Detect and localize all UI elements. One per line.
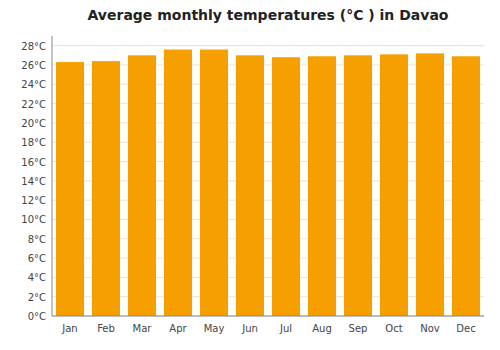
grid	[52, 46, 484, 316]
bar	[452, 56, 480, 316]
x-tick-label: Aug	[312, 323, 332, 334]
bars	[56, 50, 480, 316]
bar	[128, 55, 156, 316]
x-tick-label: Dec	[456, 323, 475, 334]
y-tick-label: 22°C	[21, 99, 46, 110]
title: Average monthly temperatures (°C ) in Da…	[88, 7, 449, 23]
y-tick-label: 20°C	[21, 118, 46, 129]
x-tick-label: Jun	[241, 323, 258, 334]
y-tick-label: 8°C	[28, 234, 46, 245]
x-tick-label: Sep	[349, 323, 368, 334]
bar	[92, 61, 120, 316]
y-tick-label: 2°C	[28, 292, 46, 303]
x-tick-label: Jul	[279, 323, 292, 334]
y-tick-label: 12°C	[21, 195, 46, 206]
x-tick-label: Nov	[420, 323, 440, 334]
bar	[200, 50, 228, 316]
x-tick-label: Apr	[169, 323, 187, 334]
x-tick-label: Oct	[385, 323, 402, 334]
bar	[56, 62, 84, 316]
y-tick-label: 26°C	[21, 60, 46, 71]
y-tick-label: 24°C	[21, 79, 46, 90]
chart: Average monthly temperatures (°C ) in Da…	[0, 0, 500, 350]
y-tick-label: 10°C	[21, 214, 46, 225]
y-tick-label: 28°C	[21, 41, 46, 52]
x-tick-label: Feb	[97, 323, 115, 334]
bar	[164, 50, 192, 316]
grid-line	[52, 316, 484, 317]
y-axis-line	[52, 36, 53, 316]
x-tick-label: Mar	[133, 323, 153, 334]
y-tick-label: 0°C	[28, 311, 46, 322]
x-tick-label: Jan	[61, 323, 77, 334]
bar	[344, 55, 372, 316]
bar	[236, 55, 264, 316]
x-axis-line	[52, 316, 484, 317]
y-tick-label: 16°C	[21, 157, 46, 168]
bar	[416, 53, 444, 316]
y-tick-label: 6°C	[28, 253, 46, 264]
bar	[272, 57, 300, 316]
grid-line	[52, 45, 484, 46]
y-tick-label: 18°C	[21, 137, 46, 148]
bar	[380, 54, 408, 316]
x-tick-label: May	[204, 323, 225, 334]
y-tick-label: 4°C	[28, 272, 46, 283]
y-tick-label: 14°C	[21, 176, 46, 187]
chart-container: Average monthly temperatures (°C ) in Da…	[0, 0, 500, 350]
bar	[308, 56, 336, 316]
